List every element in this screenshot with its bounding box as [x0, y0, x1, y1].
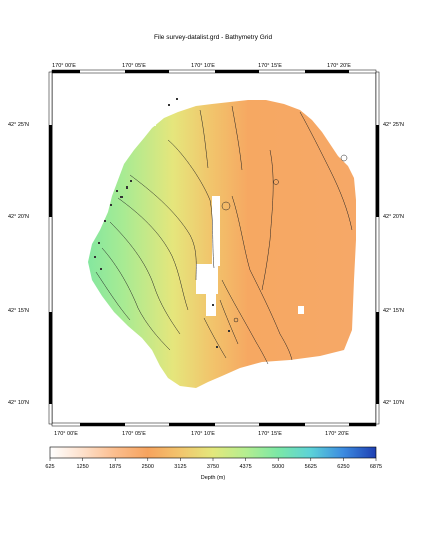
x-tick-label-bottom: 170° 10'E	[191, 431, 215, 437]
x-tick-label-top: 170° 15'E	[258, 63, 282, 69]
x-tick-label-top: 170° 10'E	[191, 63, 215, 69]
y-tick-label-right: 42° 15'N	[383, 308, 404, 314]
colorbar-tick-label: 4375	[239, 464, 251, 470]
colorbar-tick-label: 1875	[109, 464, 121, 470]
data-speckle	[94, 98, 230, 348]
y-tick-label-right: 42° 20'N	[383, 214, 404, 220]
x-tick-label-bottom: 170° 15'E	[258, 431, 282, 437]
y-tick-label-left: 42° 25'N	[8, 122, 29, 128]
x-tick-label-top: 170° 20'E	[327, 63, 351, 69]
colorbar-tick-label: 3750	[207, 464, 219, 470]
y-tick-labels: 42° 25'N 42° 20'N 42° 15'N 42° 10'N 42° …	[8, 122, 404, 406]
y-tick-label-right: 42° 25'N	[383, 122, 404, 128]
depth-contours	[95, 105, 353, 365]
x-tick-labels: 170° 00'E 170° 05'E 170° 10'E 170° 15'E …	[52, 63, 351, 437]
map-title: File survey-datalist.grd - Bathymetry Gr…	[153, 34, 273, 41]
x-tick-label-top: 170° 00'E	[52, 63, 76, 69]
colorbar-tick-label: 6250	[337, 464, 349, 470]
y-tick-label-left: 42° 20'N	[8, 214, 29, 220]
colorbar-tick-label: 3125	[174, 464, 186, 470]
colorbar-label: Depth (m)	[201, 475, 226, 481]
x-tick-label-bottom: 170° 20'E	[325, 431, 349, 437]
y-tick-label-left: 42° 15'N	[8, 308, 29, 314]
colorbar-tick-label: 2500	[142, 464, 154, 470]
y-tick-label-left: 42° 10'N	[8, 400, 29, 406]
depth-colorbar: 625 1250 1875 2500 3125 3750 4375 5000 5625 6250 6…	[45, 446, 382, 481]
colorbar-tick-label: 5000	[272, 464, 284, 470]
x-tick-label-top: 170° 05'E	[122, 63, 146, 69]
x-tick-label-bottom: 170° 05'E	[122, 431, 146, 437]
colorbar-tick-label: 625	[45, 464, 54, 470]
x-tick-label-bottom: 170° 00'E	[54, 431, 78, 437]
y-tick-label-right: 42° 10'N	[383, 400, 404, 406]
colorbar-tick-label: 6875	[370, 464, 382, 470]
colorbar-tick-label: 1250	[76, 464, 88, 470]
colorbar-tick-label: 5625	[305, 464, 317, 470]
